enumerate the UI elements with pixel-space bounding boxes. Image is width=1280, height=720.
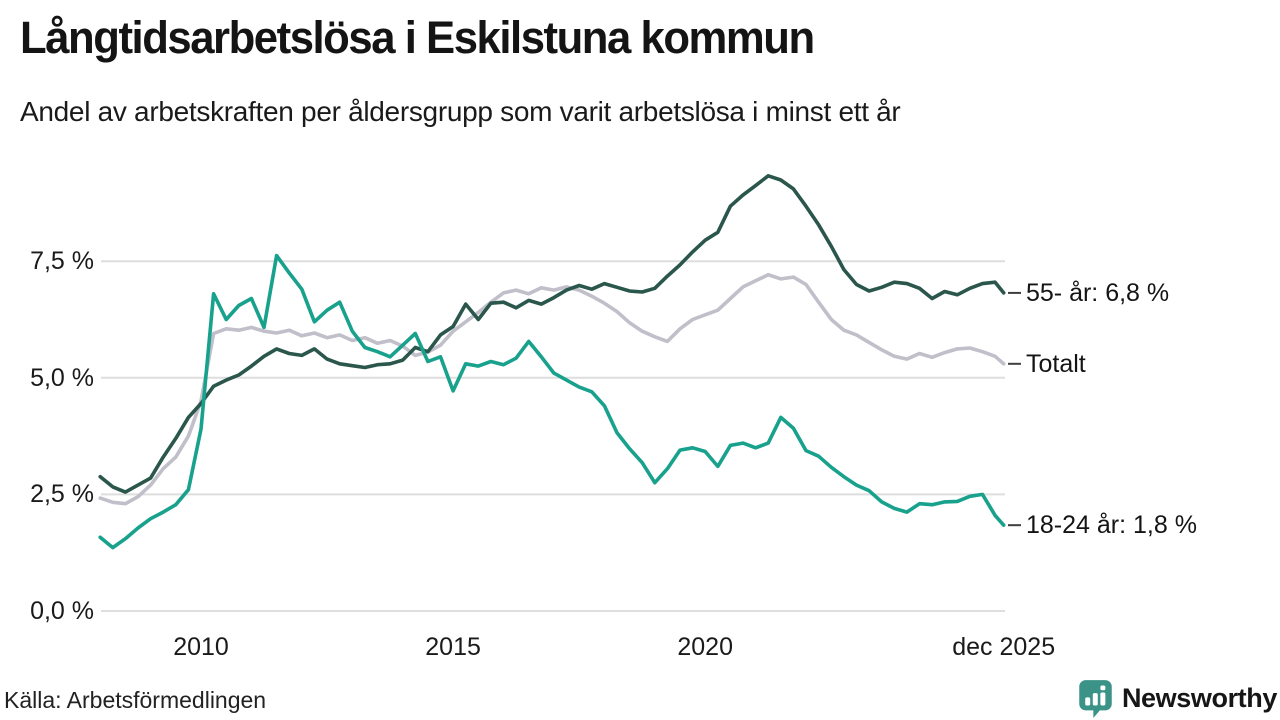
source-note: Källa: Arbetsförmedlingen [4,687,267,713]
series-end-label-55-r: 55- år: 6,8 % [1026,278,1170,307]
x-axis-tick-label: 2010 [173,633,229,661]
page-subtitle: Andel av arbetskraften per åldersgrupp s… [20,96,901,127]
y-axis-tick-label: 7,5 % [30,247,94,276]
y-axis-tick-label: 5,0 % [30,363,94,392]
series-end-label-totalt: Totalt [1026,349,1086,378]
y-axis-tick-label: 2,5 % [30,480,94,509]
bar-chart-speech-bubble-icon [1079,680,1112,718]
series-end-label-18-24-r: 18-24 år: 1,8 % [1026,511,1197,540]
line-55-r [98,174,1006,494]
y-axis-tick-label: 0,0 % [30,597,94,625]
brand-name: Newsworthy [1121,683,1277,713]
line-18-24-r [98,253,1006,550]
x-axis-tick-label: 2020 [677,633,733,661]
page-title: Långtidsarbetslösa i Eskilstuna kommun [20,12,815,63]
line-totalt [98,272,1006,506]
x-axis-tick-label: dec 2025 [952,633,1056,661]
brand-logo: Newsworthy [1076,679,1277,718]
x-axis-tick-label: 2015 [425,633,481,661]
